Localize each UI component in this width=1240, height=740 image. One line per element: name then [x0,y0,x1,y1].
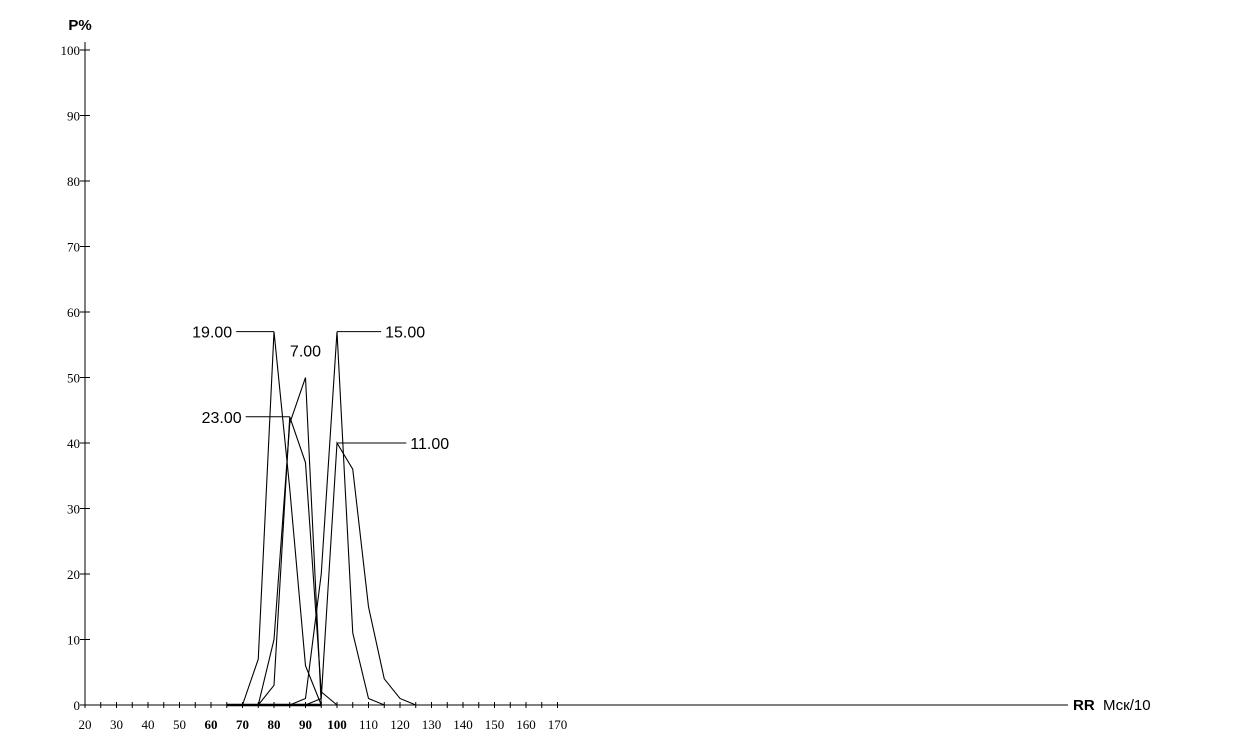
x-axis-title: RR [1073,697,1095,714]
y-tick-label: 50 [67,371,80,386]
x-tick-label: 120 [390,717,410,732]
y-tick-label: 100 [61,43,81,58]
y-tick-label: 30 [67,502,80,517]
series-layer [241,331,416,706]
series-labels: 19.00 23.00 7.00 15.00 11.00 [192,325,449,453]
x-tick-label: 110 [359,717,378,732]
series-line-7-00 [257,377,322,706]
series-line-11-00 [305,441,416,706]
series-label-19-00: 19.00 [192,325,232,342]
x-tick-label: 70 [236,717,249,732]
x-tick-label: 150 [485,717,505,732]
x-tick-label: 60 [205,717,218,732]
x-axis-unit: Мск/10 [1103,697,1151,714]
series-label-11-00: 11.00 [410,436,449,453]
x-tick-label: 50 [173,717,186,732]
x-ticks: 20 30 40 50 60 70 80 90 100 110 120 130 140 150 160 170 [79,702,568,732]
y-tick-label: 70 [67,240,80,255]
x-tick-label: 130 [422,717,442,732]
y-tick-label: 40 [67,436,80,451]
series-line-19-00 [241,331,322,706]
y-tick-label: 10 [67,633,80,648]
x-tick-label: 30 [110,717,123,732]
x-tick-label: 90 [299,717,312,732]
x-tick-label: 140 [453,717,473,732]
x-tick-label: 80 [268,717,281,732]
series-label-15-00: 15.00 [385,325,425,342]
x-tick-label: 100 [327,717,347,732]
x-tick-label: 170 [548,717,568,732]
y-tick-label: 20 [67,567,80,582]
x-tick-label: 160 [516,717,536,732]
y-tick-label: 90 [67,109,80,124]
series-label-7-00: 7.00 [290,343,321,360]
series-label-23-00: 23.00 [202,410,242,427]
x-tick-label: 20 [79,717,92,732]
y-ticks: 0 10 20 30 40 50 60 70 80 90 100 [61,43,90,713]
series-line-23-00 [257,416,338,706]
y-axis-title: P% [68,17,91,34]
y-tick-label: 80 [67,174,80,189]
y-tick-label: 60 [67,305,80,320]
x-tick-label: 40 [142,717,155,732]
y-tick-label: 0 [74,698,81,713]
